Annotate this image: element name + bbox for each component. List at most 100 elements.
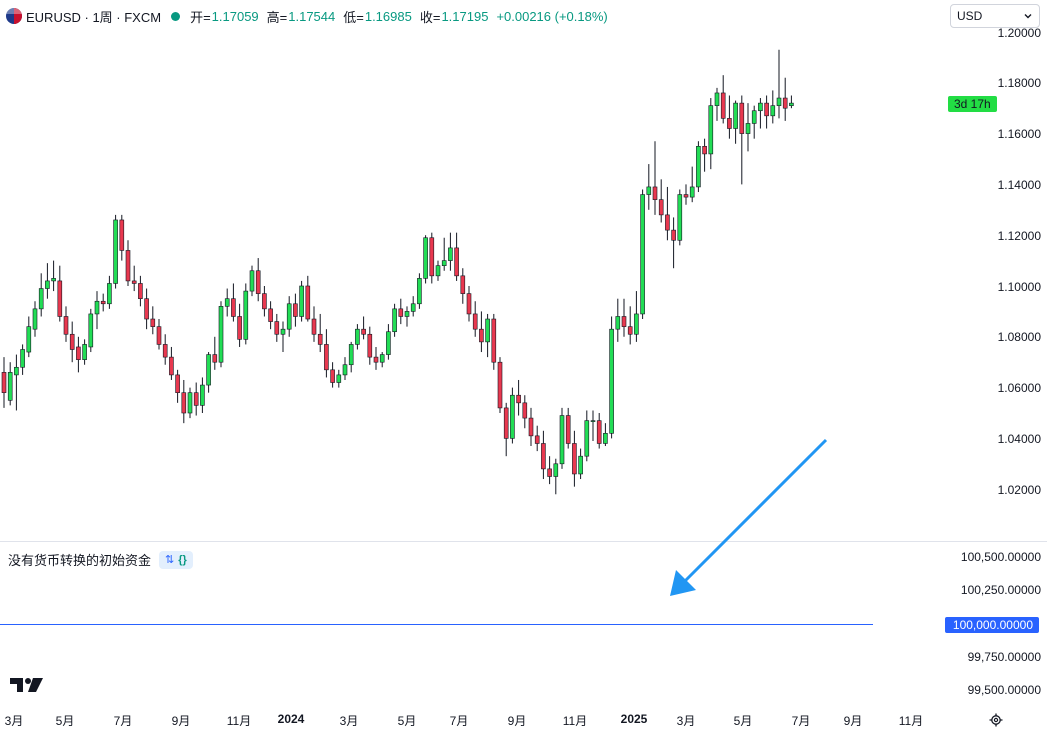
candle (119, 214, 125, 261)
gear-icon[interactable] (989, 713, 1003, 727)
time-axis-label: 11月 (898, 714, 924, 728)
candle (634, 291, 639, 342)
candle-body-down (262, 293, 267, 310)
candle (547, 456, 552, 485)
candle-body-down (311, 318, 317, 335)
candle-body-down (547, 468, 552, 477)
candle-body-up (423, 237, 428, 279)
candle (138, 275, 143, 307)
indicator-legend[interactable]: 没有货币转换的初始资金 ⇅ {} (8, 550, 193, 569)
candle-body-down (138, 283, 143, 299)
candle (472, 301, 478, 337)
candle (249, 265, 255, 297)
candle (268, 301, 273, 330)
symbol-title[interactable]: EURUSD · 1周 · FXCM (26, 9, 162, 25)
candle-body-up (355, 328, 360, 345)
candle-body-up (82, 344, 87, 360)
candle (491, 313, 497, 370)
candle-body-up (609, 328, 614, 434)
indicator-title[interactable]: 没有货币转换的初始资金 (8, 553, 152, 568)
candle-body-up (94, 300, 100, 315)
candle (646, 164, 652, 210)
candle (541, 430, 546, 480)
market-status-icon[interactable] (171, 11, 181, 21)
candle-body-down (162, 344, 168, 358)
candle (702, 138, 707, 172)
candle-body-down (131, 280, 137, 284)
candle (280, 321, 286, 353)
candle (776, 49, 782, 119)
candle-body-down (764, 102, 769, 117)
candle (144, 288, 149, 330)
candle (218, 301, 224, 368)
candle (559, 407, 565, 469)
tradingview-logo-icon[interactable] (10, 676, 44, 693)
candle (162, 334, 168, 365)
candle-body-down (330, 369, 335, 383)
indicator-controls[interactable]: ⇅ {} (159, 550, 193, 569)
candle-body-down (125, 250, 131, 282)
candle-body-down (534, 435, 540, 444)
candle-body-up (45, 280, 50, 289)
candle-body-down (541, 443, 546, 470)
candle (262, 286, 267, 317)
currency-select[interactable]: USD (950, 4, 1040, 28)
candle (125, 240, 131, 286)
candle-body-up (584, 420, 590, 457)
price-axis-label: 1.14000 (997, 178, 1041, 192)
candle (466, 286, 472, 322)
candlestick-chart[interactable] (0, 0, 945, 540)
candle-body-down (305, 285, 311, 320)
candle (82, 339, 87, 365)
price-axis-label: 1.08000 (997, 330, 1041, 344)
candle (14, 354, 19, 411)
candle-body-up (448, 247, 453, 261)
candle-body-up (404, 311, 410, 317)
candle-body-up (590, 420, 596, 422)
time-axis-label: 3月 (339, 714, 359, 728)
candle-body-down (212, 354, 218, 363)
code-braces-icon[interactable]: {} (178, 553, 187, 566)
candle-body-down (720, 92, 726, 119)
candle (708, 98, 714, 170)
candle (175, 369, 180, 403)
candle-body-down (119, 219, 125, 251)
candle-body-up (342, 364, 348, 376)
candle (317, 313, 323, 353)
candle-body-up (280, 328, 286, 335)
initial-capital-line (0, 624, 873, 625)
candle-body-down (324, 344, 329, 371)
time-axis-label: 9月 (171, 714, 191, 728)
candle-body-down (100, 300, 106, 305)
candle-body-up (299, 285, 304, 317)
open-value: 1.17059 (211, 8, 259, 24)
candle (243, 283, 249, 345)
candle (200, 377, 205, 413)
candle-body-down (175, 374, 180, 393)
candle (193, 382, 199, 416)
sort-icon[interactable]: ⇅ (165, 554, 175, 566)
candle (286, 296, 292, 337)
candle-body-up (745, 123, 751, 134)
price-axis-label: 1.04000 (997, 432, 1041, 446)
candle-body-down (727, 118, 732, 129)
candle (69, 321, 75, 363)
candle (367, 326, 373, 365)
time-axis-label: 7月 (449, 714, 469, 728)
candle (7, 362, 13, 406)
candle (497, 357, 503, 413)
candle-body-up (714, 92, 720, 106)
candle (460, 268, 466, 304)
candle-body-up (708, 105, 714, 155)
candle (528, 407, 534, 447)
candle-body-up (200, 384, 205, 406)
candle (224, 288, 230, 317)
candle (212, 336, 218, 370)
candle (342, 357, 348, 380)
candle (640, 189, 645, 320)
symbol-legend[interactable]: EURUSD · 1周 · FXCM 开= 1.17059 高= 1.17544… (6, 6, 608, 26)
candle (361, 316, 366, 340)
candle-body-up (435, 265, 441, 277)
pane-divider[interactable] (0, 541, 1047, 542)
arrow-drawing[interactable] (660, 436, 835, 601)
